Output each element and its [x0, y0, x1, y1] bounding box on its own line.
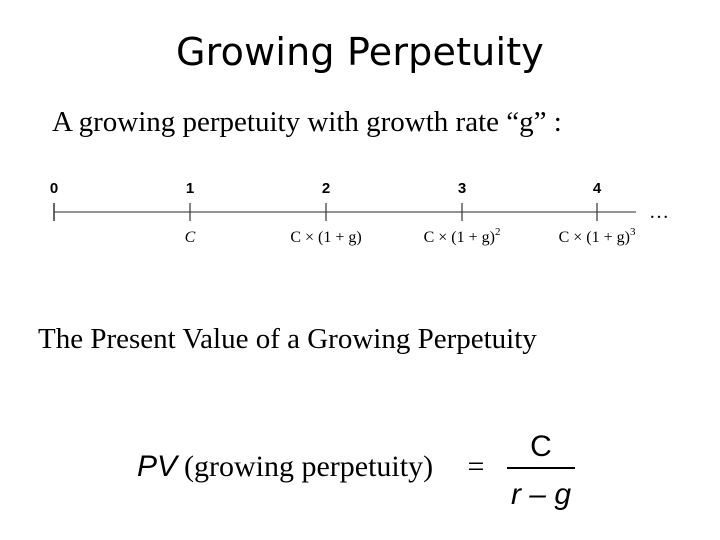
pv-heading: The Present Value of a Growing Perpetuit… — [38, 323, 537, 355]
slide-subtitle: A growing perpetuity with growth rate “g… — [52, 106, 562, 138]
continuation-ellipsis: … — [649, 201, 669, 223]
formula-lhs-text: (growing perpetuity) — [184, 450, 433, 483]
slide-title: Growing Perpetuity — [176, 30, 544, 74]
cashflow-exponent-4: 3 — [630, 226, 636, 238]
period-label-4: 4 — [593, 180, 602, 197]
formula-equals: = — [468, 450, 485, 483]
formula-denominator: r – g — [511, 478, 571, 511]
pv-formula: PV (growing perpetuity) = C r – g — [137, 430, 575, 511]
cashflow-label-1: C — [185, 229, 196, 246]
cashflow-label-3: C × (1 + g)2 — [424, 226, 501, 246]
cashflow-exponent-3: 2 — [495, 226, 501, 238]
period-label-3: 3 — [458, 180, 466, 197]
cashflow-timeline: 0 1 2 3 4 C C × (1 + g) C × (1 + g)2 C ×… — [50, 180, 669, 246]
cashflow-base-3: C × (1 + g) — [424, 229, 495, 246]
cashflow-base-2: C × (1 + g) — [290, 229, 361, 246]
formula-pv-symbol: PV — [137, 450, 180, 483]
cashflow-label-4: C × (1 + g)3 — [559, 226, 636, 246]
period-label-1: 1 — [186, 180, 194, 197]
cashflow-label-2: C × (1 + g) — [290, 229, 361, 246]
period-label-2: 2 — [322, 180, 330, 197]
cashflow-base-4: C × (1 + g) — [559, 229, 630, 246]
formula-numerator: C — [530, 430, 552, 463]
period-label-0: 0 — [50, 180, 58, 197]
